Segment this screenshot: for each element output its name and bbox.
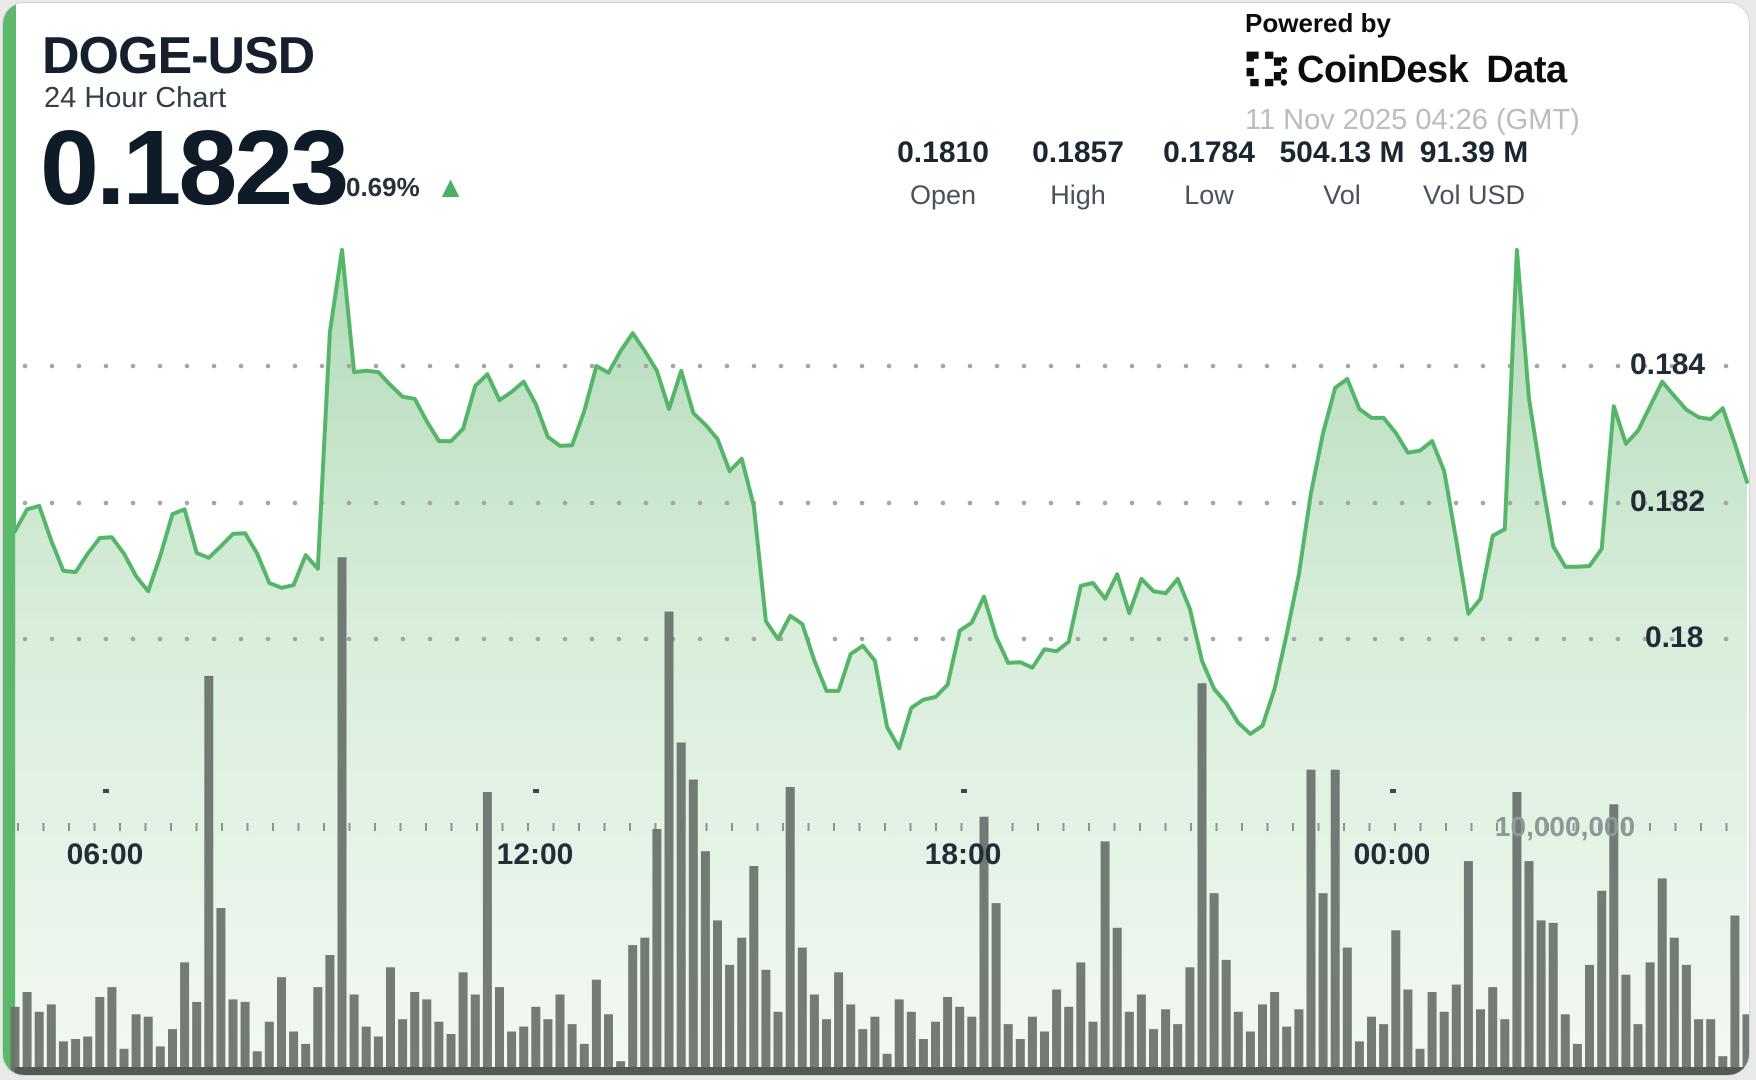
brand-name: CoinDesk (1297, 49, 1469, 91)
stat-high-value: 0.1857 (1032, 136, 1124, 169)
stat-low-label: Low (1184, 180, 1234, 210)
brand-suffix: Data (1486, 49, 1567, 91)
chart-range-subtitle: 24 Hour Chart (44, 82, 227, 114)
data-timestamp: 11 Nov 2025 04:26 (GMT) (1245, 104, 1580, 136)
stat-open-value: 0.1810 (897, 136, 989, 169)
stat-high: 0.1857 High (1032, 136, 1124, 211)
powered-by-label: Powered by (1245, 8, 1391, 38)
stat-vol-label: Vol (1323, 180, 1361, 210)
stat-vol-value: 504.13 M (1279, 136, 1405, 169)
time-tick-1800: 18:00 (924, 838, 1002, 871)
stat-low-value: 0.1784 (1163, 136, 1255, 169)
attribution: Powered by CoinDesk Data 11 Nov 2025 04:… (1245, 8, 1580, 137)
symbol-title: DOGE-USD (42, 27, 315, 85)
stat-vol: 504.13 M Vol (1279, 136, 1404, 211)
price-change: 0.69% ▲ (346, 172, 465, 203)
last-price: 0.1823 (40, 109, 349, 227)
coindesk-logo-icon (1246, 51, 1287, 86)
time-tick-0600: 06:00 (66, 838, 144, 871)
change-percent: 0.69% (346, 172, 420, 202)
up-triangle-icon: ▲ (435, 170, 466, 204)
stat-high-label: High (1050, 180, 1106, 210)
stat-vol-usd-label: Vol USD (1422, 180, 1526, 210)
stat-vol-usd-value: 91.39 M (1419, 136, 1529, 169)
price-tick-0184: 0.184 (1630, 348, 1706, 381)
stat-open: 0.1810 Open (897, 136, 989, 211)
stat-vol-usd: 91.39 M Vol USD (1420, 136, 1528, 211)
price-tick-018: 0.18 (1645, 621, 1704, 654)
price-tick-0182: 0.182 (1630, 485, 1706, 518)
stat-low: 0.1784 Low (1163, 136, 1255, 211)
time-tick-0000: 00:00 (1353, 838, 1431, 871)
time-tick-1200: 12:00 (496, 838, 574, 871)
coindesk-logo: CoinDesk Data (1245, 49, 1567, 92)
left-accent-bar (3, 3, 16, 1075)
stat-open-label: Open (909, 180, 977, 210)
volume-tick-10m: 10,000,000 (1494, 811, 1636, 842)
